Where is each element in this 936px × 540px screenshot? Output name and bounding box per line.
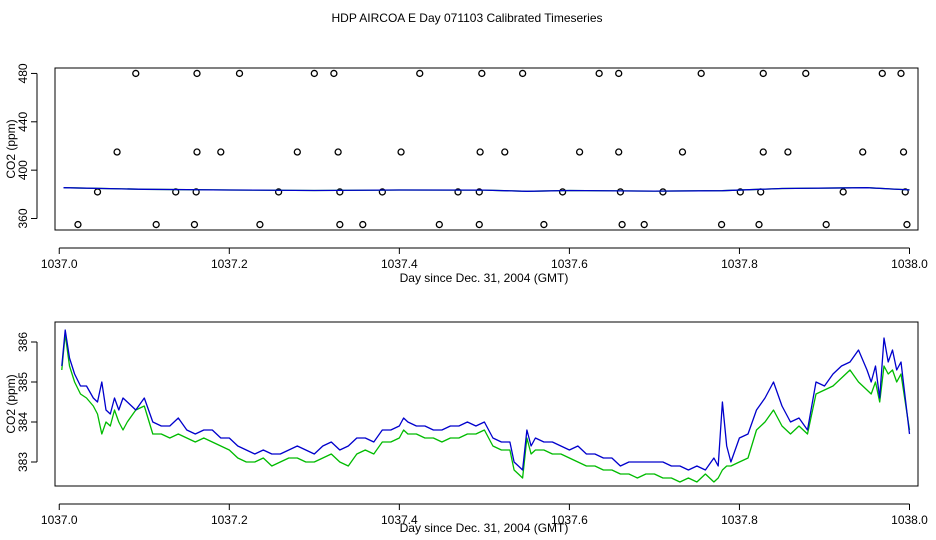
reference-point <box>193 148 201 156</box>
y-tick-label: 400 <box>16 160 30 180</box>
reference-point <box>478 69 486 78</box>
reference-point <box>476 148 484 156</box>
figure-title: HDP AIRCOA E Day 071103 Calibrated Times… <box>331 11 602 25</box>
bottom-plot-frame <box>54 321 919 487</box>
x-tick-label: 1037.0 <box>41 257 78 271</box>
y-tick-label: 386 <box>16 332 30 352</box>
x-tick-label: 1037.6 <box>551 513 588 527</box>
top-plot-frame <box>54 67 919 231</box>
reference-point <box>475 220 483 229</box>
reference-point <box>558 188 567 196</box>
reference-point <box>903 220 911 229</box>
reference-point <box>74 220 82 229</box>
reference-point <box>501 148 509 156</box>
x-tick-label: 1037.6 <box>551 257 588 271</box>
reference-point <box>152 220 160 229</box>
bottom-x-axis-label: Day since Dec. 31, 2004 (GMT) <box>400 521 569 535</box>
y-tick-label: 440 <box>16 111 30 131</box>
reference-point <box>802 69 810 78</box>
top-x-axis-label: Day since Dec. 31, 2004 (GMT) <box>400 271 569 285</box>
reference-point <box>759 148 767 156</box>
top-blue-series-line <box>63 187 910 192</box>
reference-point <box>435 220 443 229</box>
reference-point <box>454 188 462 196</box>
reference-point <box>397 148 405 156</box>
y-tick-label: 384 <box>16 412 30 432</box>
reference-point <box>659 188 667 196</box>
reference-point <box>595 69 603 78</box>
reference-point <box>822 220 830 229</box>
x-tick-label: 1037.2 <box>211 257 248 271</box>
reference-point <box>878 69 886 78</box>
reference-point <box>759 69 767 78</box>
x-tick-label: 1037.0 <box>41 513 78 527</box>
reference-point <box>678 148 687 156</box>
reference-point <box>540 220 548 229</box>
reference-point <box>310 69 318 78</box>
y-tick-label: 480 <box>16 63 30 83</box>
x-tick-label: 1038.0 <box>891 257 928 271</box>
x-tick-label: 1037.8 <box>721 257 758 271</box>
reference-point <box>192 188 200 196</box>
reference-point <box>784 148 792 156</box>
reference-point <box>640 220 648 229</box>
reference-point <box>736 188 744 196</box>
reference-point <box>901 188 909 196</box>
reference-point <box>616 188 625 196</box>
reference-point <box>190 220 199 229</box>
reference-point <box>93 188 102 196</box>
x-tick-label: 1038.0 <box>891 513 928 527</box>
green-series-line <box>61 333 911 483</box>
reference-point <box>416 69 424 78</box>
x-tick-label: 1037.4 <box>381 513 418 527</box>
x-tick-label: 1037.4 <box>381 257 418 271</box>
reference-point <box>217 148 225 156</box>
y-tick-label: 360 <box>16 208 30 228</box>
reference-point <box>336 188 344 196</box>
y-tick-label: 383 <box>16 452 30 472</box>
reference-point <box>717 220 726 229</box>
y-tick-label: 385 <box>16 372 30 392</box>
reference-point <box>859 148 867 156</box>
reference-point <box>475 188 483 196</box>
reference-point <box>293 148 301 156</box>
top-y-axis-label: CO2 (ppm) <box>4 119 18 178</box>
reference-point <box>113 148 121 156</box>
reference-point <box>618 220 626 229</box>
reference-point <box>615 148 623 156</box>
bottom-y-axis-label: CO2 (ppm) <box>4 374 18 433</box>
top-panel: 1037.0 1037.2 1037.4 1037.6 1037.8 1038.0 360 4… <box>4 63 928 285</box>
reference-point <box>615 69 623 78</box>
reference-point <box>334 148 342 156</box>
bottom-panel: 1037.0 1037.2 1037.4 1037.6 1037.8 1038.0 383 3… <box>4 321 928 535</box>
reference-point <box>897 69 905 78</box>
reference-point <box>378 188 386 196</box>
reference-point <box>359 220 367 229</box>
reference-point <box>336 220 344 229</box>
reference-point <box>330 69 338 78</box>
reference-point <box>132 69 140 78</box>
reference-point <box>193 69 201 78</box>
reference-point <box>575 148 584 156</box>
reference-point <box>839 188 847 196</box>
x-tick-label: 1037.8 <box>721 513 758 527</box>
x-tick-label: 1037.2 <box>211 513 248 527</box>
reference-point <box>755 220 763 229</box>
reference-point <box>697 69 705 78</box>
blue-series-line <box>61 329 911 471</box>
reference-point <box>256 220 264 229</box>
reference-point <box>518 69 527 78</box>
reference-point <box>274 188 283 196</box>
reference-point <box>235 69 244 78</box>
reference-point <box>899 148 908 156</box>
